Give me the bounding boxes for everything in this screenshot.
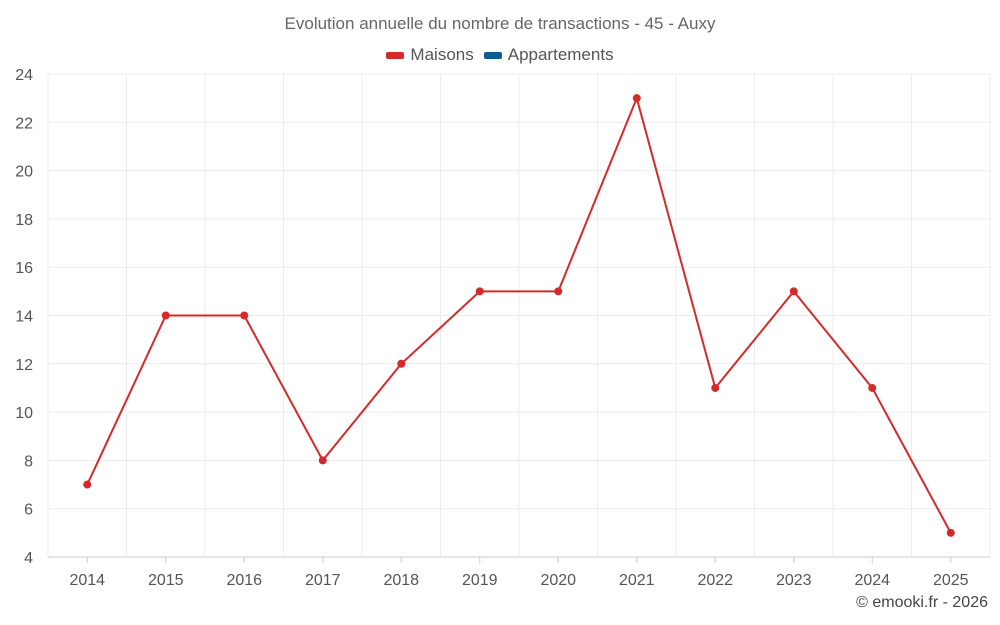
y-tick-label: 20	[15, 164, 33, 181]
x-tick-label: 2016	[226, 572, 262, 589]
x-tick-label: 2019	[462, 572, 498, 589]
data-point	[240, 311, 249, 320]
x-tick-label: 2022	[697, 572, 733, 589]
legend-item-maisons[interactable]: Maisons	[386, 45, 474, 65]
data-point	[789, 287, 798, 296]
x-tick-label: 2014	[69, 572, 105, 589]
data-point	[632, 94, 641, 103]
x-tick-label: 2018	[383, 572, 419, 589]
y-tick-label: 6	[24, 502, 33, 519]
data-point	[475, 287, 484, 296]
series-line-maisons	[86, 97, 952, 534]
y-tick-label: 4	[24, 550, 33, 567]
data-point	[397, 359, 406, 368]
y-tick-label: 8	[24, 453, 33, 470]
data-point	[554, 287, 563, 296]
legend: Maisons Appartements	[0, 45, 1000, 65]
x-tick-label: 2024	[854, 572, 890, 589]
y-tick-label: 16	[15, 260, 33, 277]
x-tick-label: 2025	[933, 572, 969, 589]
chart-title: Evolution annuelle du nombre de transact…	[284, 14, 716, 33]
x-tick-label: 2021	[619, 572, 655, 589]
legend-label-appartements: Appartements	[507, 45, 614, 64]
data-point	[161, 311, 170, 320]
credit-text: © emooki.fr - 2026	[856, 594, 988, 611]
data-point	[318, 456, 327, 465]
y-tick-label: 18	[15, 212, 33, 229]
data-point	[868, 383, 877, 392]
data-point	[946, 528, 955, 537]
y-tick-label: 24	[15, 67, 33, 84]
y-tick-label: 12	[15, 357, 33, 374]
y-tick-label: 10	[15, 405, 33, 422]
legend-item-appartements[interactable]: Appartements	[483, 45, 614, 65]
x-tick-label: 2020	[540, 572, 576, 589]
data-point	[83, 480, 92, 489]
x-tick-label: 2023	[776, 572, 812, 589]
legend-label-maisons: Maisons	[410, 45, 474, 64]
y-tick-label: 14	[15, 309, 33, 326]
y-tick-label: 22	[15, 115, 33, 132]
legend-swatch-maisons	[386, 51, 405, 59]
x-tick-label: 2015	[148, 572, 184, 589]
legend-swatch-appartements	[483, 51, 502, 59]
data-point	[711, 383, 720, 392]
x-tick-label: 2017	[305, 572, 341, 589]
